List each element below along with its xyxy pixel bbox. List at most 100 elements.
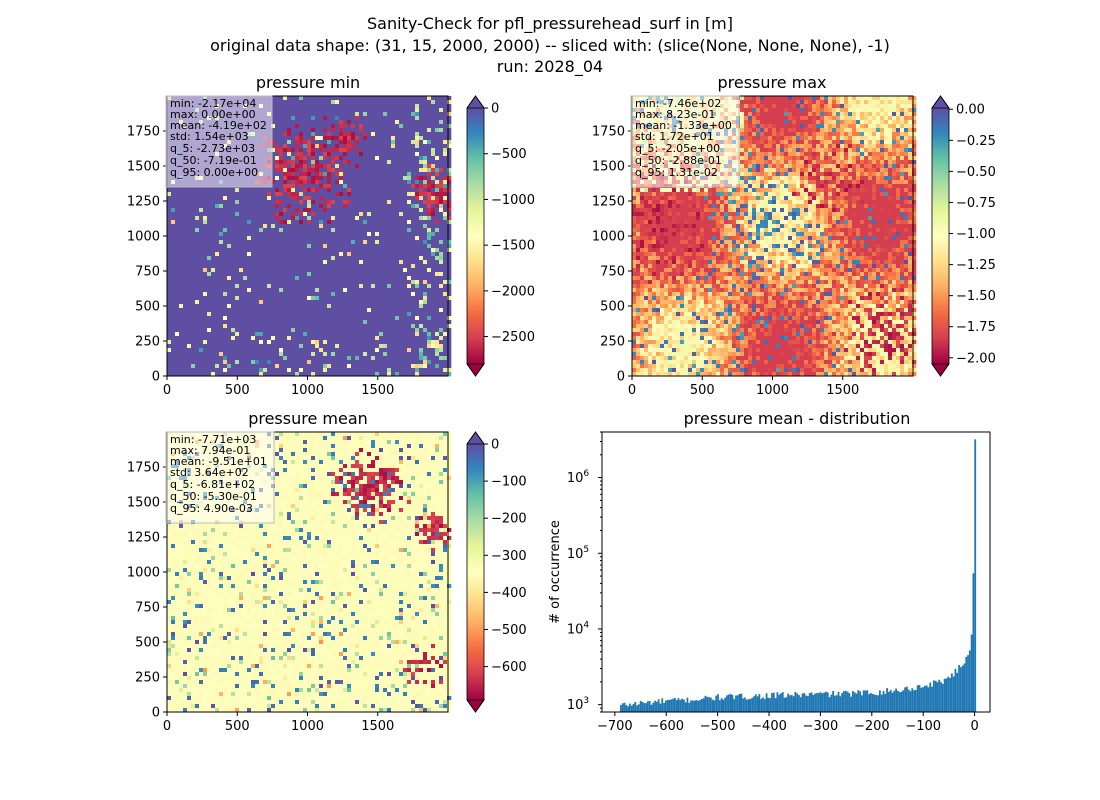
- heatmap-cell: [171, 300, 176, 305]
- heatmap-cell: [375, 228, 380, 233]
- heatmap-cell: [315, 204, 320, 209]
- heatmap-cell: [331, 148, 336, 153]
- heatmap-cell: [231, 220, 236, 225]
- heatmap-cell: [383, 172, 388, 177]
- heatmap-cell: [395, 116, 400, 121]
- heatmap-cell: [355, 328, 360, 333]
- heatmap-cell: [243, 288, 248, 293]
- heatmap-cell: [439, 352, 444, 357]
- heatmap-cell: [335, 208, 340, 213]
- heatmap-cell: [331, 352, 336, 357]
- heatmap-cell: [427, 244, 432, 249]
- heatmap-cell: [447, 204, 452, 209]
- heatmap-cell: [227, 276, 232, 281]
- heatmap-cell: [359, 132, 364, 137]
- heatmap-cell: [175, 312, 180, 317]
- heatmap-cell: [367, 164, 372, 169]
- heatmap-cell: [243, 372, 248, 377]
- heatmap-cell: [439, 112, 444, 117]
- heatmap-cell: [347, 352, 352, 357]
- heatmap-cell: [391, 140, 396, 145]
- heatmap-cell: [207, 232, 212, 237]
- heatmap-cell: [419, 224, 424, 229]
- heatmap-cell: [187, 200, 192, 205]
- heatmap-cell: [319, 332, 324, 337]
- heatmap-cell: [187, 324, 192, 329]
- heatmap-cell: [343, 132, 348, 137]
- heatmap-cell: [207, 308, 212, 313]
- heatmap-cell: [327, 340, 332, 345]
- heatmap-cell: [431, 96, 436, 101]
- heatmap-cell: [335, 324, 340, 329]
- heatmap-cell: [443, 292, 448, 297]
- heatmap-cell: [195, 204, 200, 209]
- heatmap-cell: [283, 164, 288, 169]
- heatmap-cell: [403, 128, 408, 133]
- heatmap-cell: [427, 328, 432, 333]
- heatmap-cell: [403, 232, 408, 237]
- heatmap-cell: [263, 284, 268, 289]
- heatmap-cell: [395, 196, 400, 201]
- heatmap-cell: [423, 372, 428, 377]
- heatmap-cell: [243, 320, 248, 325]
- heatmap-cell: [179, 196, 184, 201]
- heatmap-cell: [319, 120, 324, 125]
- heatmap-cell: [443, 252, 448, 257]
- heatmap-cell: [251, 216, 256, 221]
- heatmap-cell: [263, 300, 268, 305]
- heatmap-cell: [419, 348, 424, 353]
- heatmap-cell: [355, 236, 360, 241]
- heatmap-cell: [219, 256, 224, 261]
- heatmap-cell: [199, 360, 204, 365]
- heatmap-cell: [407, 332, 412, 337]
- heatmap-cell: [355, 164, 360, 169]
- heatmap-cell: [327, 236, 332, 241]
- heatmap-cell: [267, 268, 272, 273]
- heatmap-cell: [215, 288, 220, 293]
- heatmap-cell: [391, 320, 396, 325]
- heatmap-cell: [343, 328, 348, 333]
- heatmap-cell: [399, 156, 404, 161]
- heatmap-cell: [291, 200, 296, 205]
- heatmap-cell: [215, 356, 220, 361]
- heatmap-cell: [423, 320, 428, 325]
- heatmap-cell: [427, 340, 432, 345]
- heatmap-cell: [223, 208, 228, 213]
- heatmap-cell: [171, 304, 176, 309]
- heatmap-cell: [187, 196, 192, 201]
- heatmap-cell: [407, 360, 412, 365]
- heatmap-cell: [439, 148, 444, 153]
- heatmap-cell: [275, 116, 280, 121]
- heatmap-cell: [367, 320, 372, 325]
- heatmap-cell: [447, 104, 452, 109]
- heatmap-cell: [251, 292, 256, 297]
- heatmap-cell: [343, 372, 348, 377]
- heatmap-cell: [311, 192, 316, 197]
- heatmap-cell: [207, 216, 212, 221]
- heatmap-cell: [375, 100, 380, 105]
- heatmap-cell: [291, 356, 296, 361]
- heatmap-cell: [171, 200, 176, 205]
- heatmap-cell: [339, 244, 344, 249]
- heatmap-cell: [231, 360, 236, 365]
- heatmap-cell: [239, 320, 244, 325]
- heatmap-cell: [391, 308, 396, 313]
- heatmap-cell: [367, 368, 372, 373]
- heatmap-cell: [215, 224, 220, 229]
- heatmap-cell: [211, 196, 216, 201]
- heatmap-cell: [311, 256, 316, 261]
- heatmap-cell: [411, 96, 416, 101]
- heatmap-cell: [379, 320, 384, 325]
- heatmap-cell: [355, 196, 360, 201]
- heatmap-cell: [431, 264, 436, 269]
- heatmap-cell: [431, 136, 436, 141]
- heatmap-cell: [187, 316, 192, 321]
- heatmap-cell: [411, 152, 416, 157]
- heatmap-cell: [279, 104, 284, 109]
- heatmap-cell: [219, 284, 224, 289]
- heatmap-cell: [179, 320, 184, 325]
- heatmap-cell: [175, 208, 180, 213]
- heatmap-cell: [231, 252, 236, 257]
- heatmap-cell: [299, 328, 304, 333]
- heatmap-cell: [403, 140, 408, 145]
